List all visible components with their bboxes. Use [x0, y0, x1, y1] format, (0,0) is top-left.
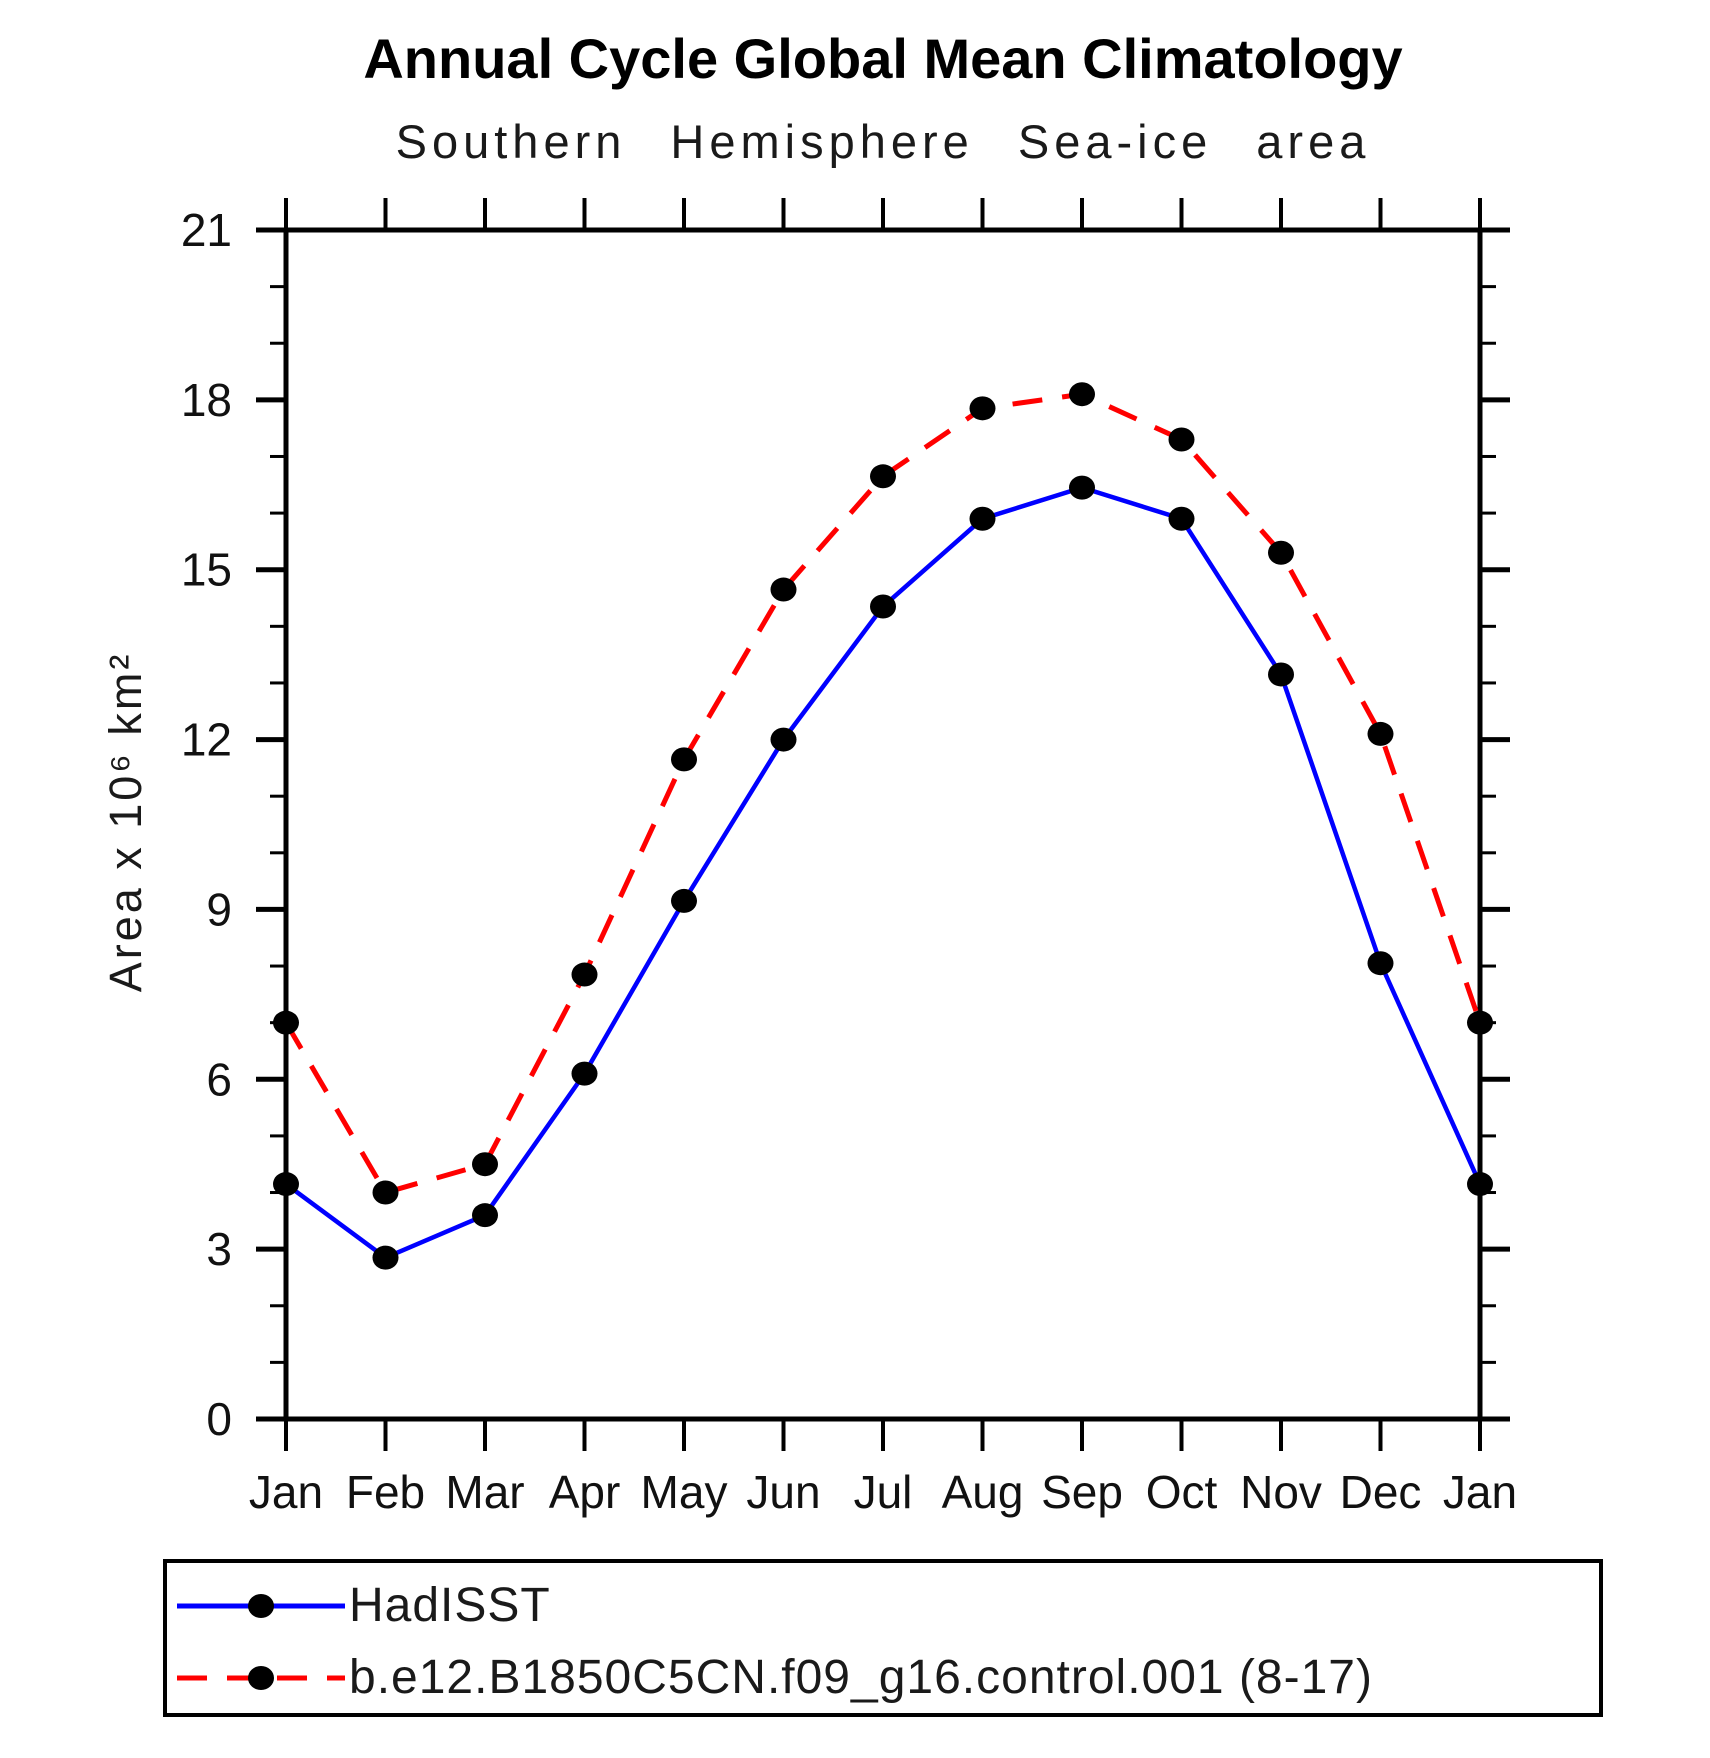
- x-tick-label: Jun: [746, 1466, 820, 1518]
- y-tick-label: 12: [181, 714, 232, 766]
- data-point-marker: [671, 888, 697, 913]
- data-point-marker: [770, 727, 797, 752]
- y-tick-label: 3: [206, 1223, 232, 1275]
- data-point-marker: [1168, 427, 1195, 452]
- legend-marker-icon: [248, 1594, 274, 1618]
- x-tick-label: May: [641, 1466, 728, 1518]
- data-point-marker: [273, 1172, 299, 1197]
- data-point-marker: [571, 1061, 598, 1086]
- data-point-marker: [273, 1010, 299, 1035]
- y-tick-label: 0: [206, 1393, 232, 1445]
- y-tick-label: 21: [181, 204, 232, 256]
- x-tick-label: Apr: [549, 1466, 621, 1518]
- x-tick-label: Mar: [445, 1466, 524, 1518]
- data-point-marker: [770, 577, 797, 602]
- x-tick-label: Aug: [942, 1466, 1024, 1518]
- data-point-marker: [1168, 506, 1195, 531]
- x-tick-label: Oct: [1146, 1466, 1218, 1518]
- data-point-marker: [1467, 1172, 1493, 1197]
- legend-label-model: b.e12.B1850C5CN.f09_g16.control.001 (8-1…: [349, 1651, 1373, 1704]
- x-tick-label: Jan: [1443, 1466, 1517, 1518]
- data-point-marker: [571, 962, 598, 987]
- y-tick-label: 6: [206, 1053, 232, 1105]
- data-point-marker: [372, 1180, 399, 1205]
- legend-marker-icon: [248, 1666, 274, 1690]
- data-point-marker: [372, 1245, 399, 1270]
- legend-box: HadISST b.e12.B1850C5CN.f09_g16.control.…: [163, 1559, 1603, 1717]
- data-point-marker: [1268, 662, 1294, 687]
- x-tick-label: Sep: [1041, 1466, 1123, 1518]
- data-point-marker: [1069, 382, 1095, 407]
- legend-label-hadisst: HadISST: [349, 1579, 551, 1632]
- data-point-marker: [870, 464, 896, 489]
- plot-box: [283, 227, 1483, 1422]
- data-point-marker: [969, 506, 996, 531]
- data-point-marker: [472, 1152, 498, 1177]
- data-point-marker: [1069, 475, 1095, 500]
- series-line-1: [283, 391, 1483, 1196]
- x-tick-label: Dec: [1340, 1466, 1422, 1518]
- data-point-marker: [1367, 721, 1394, 746]
- x-tick-label: Jul: [854, 1466, 913, 1518]
- x-tick-label: Feb: [346, 1466, 425, 1518]
- x-tick-label: Jan: [249, 1466, 323, 1518]
- data-point-marker: [472, 1203, 498, 1228]
- data-point-marker: [1367, 951, 1394, 976]
- chart-subtitle: Southern Hemisphere Sea-ice area: [395, 115, 1371, 168]
- data-point-marker: [1268, 540, 1294, 565]
- data-point-marker: [671, 747, 697, 772]
- y-tick-label: 18: [181, 374, 232, 426]
- data-point-marker: [969, 396, 996, 421]
- y-tick-label: 9: [206, 883, 232, 935]
- chart-title: Annual Cycle Global Mean Climatology: [363, 27, 1403, 90]
- data-point-marker: [870, 594, 896, 619]
- legend-sample-model: [177, 1666, 345, 1690]
- y-tick-label: 15: [181, 544, 232, 596]
- x-tick-label: Nov: [1240, 1466, 1322, 1518]
- data-point-marker: [1467, 1010, 1493, 1035]
- legend-sample-hadisst: [177, 1594, 345, 1618]
